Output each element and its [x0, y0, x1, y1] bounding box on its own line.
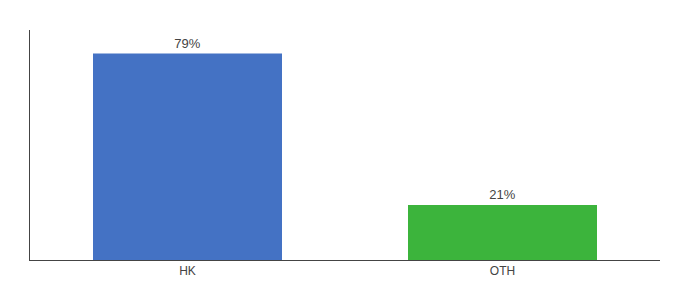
svg-text:79%: 79% — [174, 36, 200, 51]
svg-text:HK: HK — [179, 264, 196, 278]
svg-text:OTH: OTH — [490, 264, 515, 278]
svg-text:21%: 21% — [489, 187, 515, 202]
